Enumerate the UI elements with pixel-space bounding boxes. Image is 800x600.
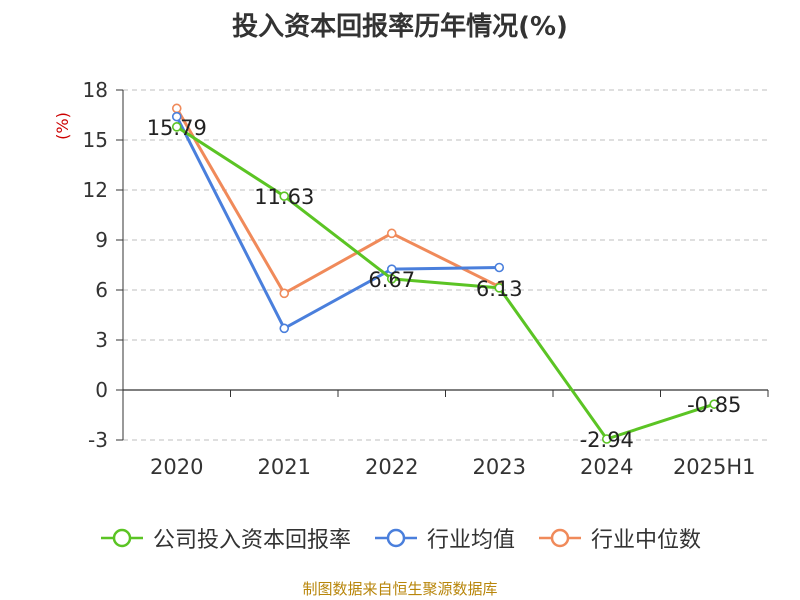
- data-point-industry_median: [171, 103, 182, 114]
- legend-item-industry_avg[interactable]: 行业均值: [373, 522, 515, 554]
- y-tick-label: 15: [83, 128, 108, 152]
- y-tick-label: 6: [95, 278, 108, 302]
- data-point-industry_avg: [386, 264, 397, 274]
- x-tick-label: 2025H1: [673, 455, 756, 479]
- data-point-industry_avg: [171, 111, 182, 122]
- legend-label: 行业均值: [426, 528, 515, 553]
- x-tick-label: 2024: [580, 455, 633, 479]
- data-label: 6.13: [476, 277, 523, 301]
- data-point-company: [386, 274, 397, 284]
- legend: 公司投入资本回报率 行业均值 行业中位数: [0, 522, 800, 554]
- data-point-industry_avg: [279, 323, 290, 334]
- data-point-industry_median: [386, 228, 397, 239]
- y-tick-label: -3: [88, 428, 108, 452]
- data-point-company: [171, 122, 182, 132]
- series-line-industry_median: [175, 107, 500, 295]
- legend-item-industry_median[interactable]: 行业中位数: [537, 522, 701, 554]
- series-line-company: [175, 125, 715, 441]
- data-point-company: [601, 434, 612, 444]
- legend-label: 行业中位数: [591, 528, 702, 553]
- y-tick-label: 9: [95, 228, 108, 252]
- data-point-industry_median: [279, 288, 290, 299]
- y-tick-label: 3: [95, 328, 108, 352]
- legend-swatch-icon: [100, 528, 143, 548]
- x-tick-label: 2020: [150, 455, 203, 479]
- y-tick-label: 18: [83, 78, 108, 102]
- data-point-company: [494, 283, 505, 293]
- legend-swatch-icon: [374, 528, 417, 548]
- legend-item-company[interactable]: 公司投入资本回报率: [99, 522, 351, 554]
- series-lines: [171, 103, 720, 444]
- x-tick-label: 2023: [473, 455, 526, 479]
- data-label: 15.79: [147, 116, 207, 140]
- data-point-industry_avg: [494, 262, 505, 273]
- data-point-company: [709, 399, 720, 409]
- data-label: 11.63: [254, 185, 314, 209]
- data-source-note: 制图数据来自恒生聚源数据库: [302, 580, 498, 598]
- x-tick-label: 2022: [365, 455, 418, 479]
- series-line-industry_avg: [175, 115, 500, 330]
- grid-lines: [123, 89, 768, 441]
- data-point-company: [279, 191, 290, 201]
- y-tick-label: 0: [95, 378, 108, 402]
- legend-label: 公司投入资本回报率: [152, 528, 351, 553]
- y-axis-label: (%): [53, 112, 72, 140]
- data-label: -2.94: [580, 428, 634, 452]
- data-labels: 15.79 11.63 6.67 6.13 -2.94 -0.85: [147, 116, 742, 452]
- legend-swatch-icon: [539, 528, 581, 548]
- data-label: -0.85: [687, 393, 741, 417]
- x-tick-label: 2021: [258, 455, 311, 479]
- axes: 18 15 12 9 6 3 0 -3 2020 2021 2022 2023 2024 2025H1 (%…: [53, 78, 769, 479]
- y-tick-label: 12: [83, 178, 108, 202]
- chart-title: 投入资本回报率历年情况(%): [232, 12, 568, 42]
- data-label: 6.67: [368, 268, 415, 292]
